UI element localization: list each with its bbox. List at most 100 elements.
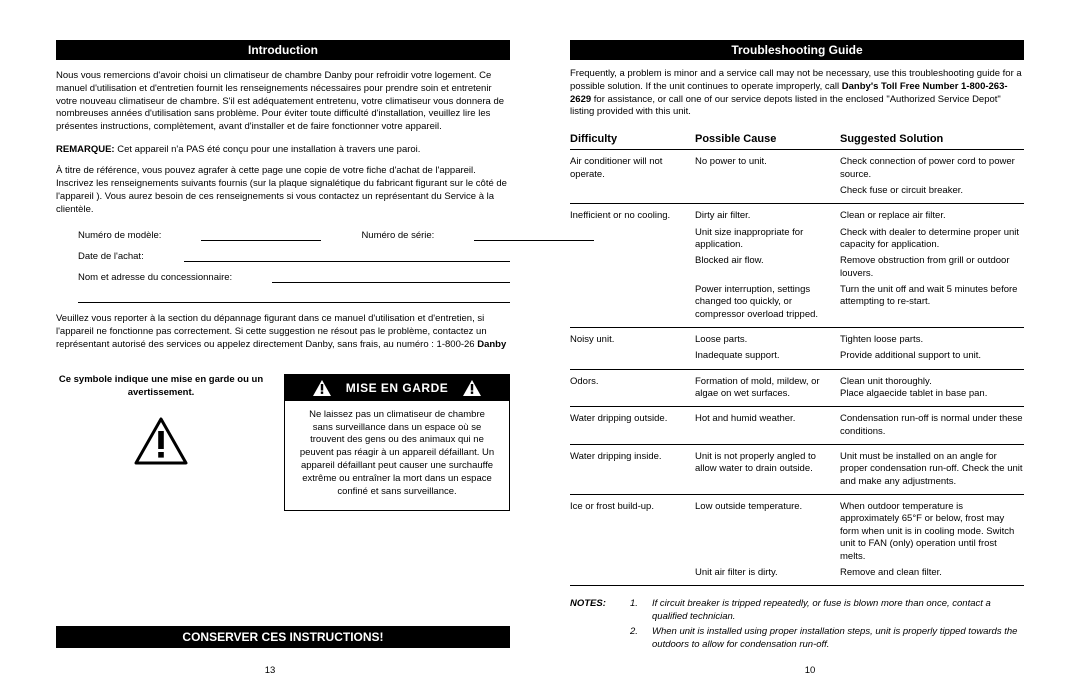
cause-cell: Formation of mold, mildew, or algae on w… bbox=[695, 376, 840, 401]
cause-cell: No power to unit. bbox=[695, 156, 840, 181]
ts-subrow: Blocked air flow.Remove obstruction from… bbox=[695, 255, 1024, 280]
ts-row: Air conditioner will not operate.No powe… bbox=[570, 150, 1024, 204]
introduction-header: Introduction bbox=[56, 40, 510, 60]
ts-subrow: Inadequate support.Provide additional su… bbox=[695, 350, 1024, 362]
difficulty-cell: Water dripping outside. bbox=[570, 413, 695, 438]
cause-cell: Inadequate support. bbox=[695, 350, 840, 362]
warning-row: Ce symbole indique une mise en garde ou … bbox=[56, 374, 510, 512]
solution-cell: When outdoor temperature is approximatel… bbox=[840, 501, 1024, 563]
intro-paragraph: Nous vous remercions d'avoir choisi un c… bbox=[56, 70, 510, 134]
ts-subrow: Unit size inappropriate for application.… bbox=[695, 227, 1024, 252]
ref-row-4 bbox=[78, 293, 510, 303]
cause-cell: Dirty air filter. bbox=[695, 210, 840, 222]
cause-cell: Unit is not properly angled to allow wat… bbox=[695, 451, 840, 488]
remarque-line: REMARQUE: Cet appareil n'a PAS été conçu… bbox=[56, 144, 510, 155]
remarque-text: Cet appareil n'a PAS été conçu pour une … bbox=[117, 144, 420, 155]
ts-subrow: Power interruption, settings changed too… bbox=[695, 284, 1024, 321]
difficulty-cell: Odors. bbox=[570, 376, 695, 401]
ts-subrow: Hot and humid weather.Condensation run-o… bbox=[695, 413, 1024, 438]
reference-fields: Numéro de modèle: Numéro de série: Date … bbox=[78, 230, 510, 303]
date-line bbox=[184, 252, 510, 262]
dealer-label: Nom et adresse du concessionnaire: bbox=[78, 272, 232, 283]
model-label: Numéro de modèle: bbox=[78, 230, 161, 241]
ts-row: Noisy unit.Loose parts.Tighten loose par… bbox=[570, 328, 1024, 370]
note-row-2: 2. When unit is installed using proper i… bbox=[570, 626, 1024, 652]
warning-icon-left bbox=[312, 379, 332, 397]
solution-cell: Turn the unit off and wait 5 minutes bef… bbox=[840, 284, 1024, 321]
solution-cell: Check with dealer to determine proper un… bbox=[840, 227, 1024, 252]
ts-subrow: Dirty air filter.Clean or replace air fi… bbox=[695, 210, 1024, 222]
warning-box: MISE EN GARDE Ne laissez pas un climatis… bbox=[284, 374, 510, 512]
difficulty-cell: Inefficient or no cooling. bbox=[570, 210, 695, 321]
page-number-right: 10 bbox=[540, 665, 1080, 676]
ts-row: Water dripping inside.Unit is not proper… bbox=[570, 445, 1024, 495]
note-num-2: 2. bbox=[630, 626, 642, 652]
solution-cell: Check fuse or circuit breaker. bbox=[840, 185, 1024, 197]
warning-symbol-caption: Ce symbole indique une mise en garde ou … bbox=[56, 374, 266, 400]
ts-row: Inefficient or no cooling.Dirty air filt… bbox=[570, 204, 1024, 328]
difficulty-cell: Noisy unit. bbox=[570, 334, 695, 363]
solution-cell: Check connection of power cord to power … bbox=[840, 156, 1024, 181]
cause-solution-group: Loose parts.Tighten loose parts.Inadequa… bbox=[695, 334, 1024, 363]
model-line bbox=[201, 231, 321, 241]
header-solution: Suggested Solution bbox=[840, 133, 1024, 145]
dealer-line bbox=[272, 273, 510, 283]
brand-name: Danby bbox=[477, 339, 506, 350]
remarque-label: REMARQUE: bbox=[56, 144, 115, 155]
solution-cell: Remove and clean filter. bbox=[840, 567, 1024, 579]
cause-cell: Blocked air flow. bbox=[695, 255, 840, 280]
solution-cell: Tighten loose parts. bbox=[840, 334, 1024, 346]
warning-icon-right bbox=[462, 379, 482, 397]
dealer-line-2 bbox=[78, 293, 510, 303]
header-cause: Possible Cause bbox=[695, 133, 840, 145]
troubleshooting-header: Troubleshooting Guide bbox=[570, 40, 1024, 60]
solution-cell: Condensation run-off is normal under the… bbox=[840, 413, 1024, 438]
cause-solution-group: No power to unit.Check connection of pow… bbox=[695, 156, 1024, 197]
reference-intro: À titre de référence, vous pouvez agrafe… bbox=[56, 165, 510, 216]
ts-subrow: Formation of mold, mildew, or algae on w… bbox=[695, 376, 1024, 401]
warning-triangle-icon bbox=[134, 417, 188, 465]
troubleshooting-table: Air conditioner will not operate.No powe… bbox=[570, 150, 1024, 586]
cause-cell: Power interruption, settings changed too… bbox=[695, 284, 840, 321]
ts-subrow: Check fuse or circuit breaker. bbox=[695, 185, 1024, 197]
ts-column-headers: Difficulty Possible Cause Suggested Solu… bbox=[570, 133, 1024, 150]
cause-solution-group: Dirty air filter.Clean or replace air fi… bbox=[695, 210, 1024, 321]
notes-label-spacer bbox=[570, 626, 620, 652]
cause-solution-group: Unit is not properly angled to allow wat… bbox=[695, 451, 1024, 488]
ts-subrow: Unit air filter is dirty.Remove and clea… bbox=[695, 567, 1024, 579]
cause-solution-group: Hot and humid weather.Condensation run-o… bbox=[695, 413, 1024, 438]
difficulty-cell: Water dripping inside. bbox=[570, 451, 695, 488]
lower-ref-text: Veuillez vous reporter à la section du d… bbox=[56, 313, 487, 350]
notes-section: NOTES: 1. If circuit breaker is tripped … bbox=[570, 598, 1024, 651]
notes-label: NOTES: bbox=[570, 598, 620, 624]
cause-solution-group: Formation of mold, mildew, or algae on w… bbox=[695, 376, 1024, 401]
warning-left: Ce symbole indique une mise en garde ou … bbox=[56, 374, 266, 512]
cause-cell: Hot and humid weather. bbox=[695, 413, 840, 438]
serial-label: Numéro de série: bbox=[361, 230, 434, 241]
solution-cell: Remove obstruction from grill or outdoor… bbox=[840, 255, 1024, 280]
note-row-1: NOTES: 1. If circuit breaker is tripped … bbox=[570, 598, 1024, 624]
note-text-1: If circuit breaker is tripped repeatedly… bbox=[652, 598, 1024, 624]
troubleshooting-intro: Frequently, a problem is minor and a ser… bbox=[570, 68, 1024, 119]
lower-reference: Veuillez vous reporter à la section du d… bbox=[56, 313, 510, 351]
cause-cell: Unit size inappropriate for application. bbox=[695, 227, 840, 252]
ts-intro-b: for assistance, or call one of our servi… bbox=[570, 94, 1001, 118]
solution-cell: Unit must be installed on an angle for p… bbox=[840, 451, 1024, 488]
warning-header-text: MISE EN GARDE bbox=[346, 381, 449, 395]
cause-cell: Low outside temperature. bbox=[695, 501, 840, 563]
cause-cell: Loose parts. bbox=[695, 334, 840, 346]
cause-solution-group: Low outside temperature.When outdoor tem… bbox=[695, 501, 1024, 579]
solution-cell: Clean unit thoroughly. Place algaecide t… bbox=[840, 376, 1024, 401]
ts-row: Ice or frost build-up.Low outside temper… bbox=[570, 495, 1024, 586]
note-num-1: 1. bbox=[630, 598, 642, 624]
ref-row-3: Nom et adresse du concessionnaire: bbox=[78, 272, 510, 283]
solution-cell: Clean or replace air filter. bbox=[840, 210, 1024, 222]
header-difficulty: Difficulty bbox=[570, 133, 695, 145]
ts-row: Odors.Formation of mold, mildew, or alga… bbox=[570, 370, 1024, 408]
ts-row: Water dripping outside.Hot and humid wea… bbox=[570, 407, 1024, 445]
difficulty-cell: Air conditioner will not operate. bbox=[570, 156, 695, 197]
ref-row-2: Date de l'achat: bbox=[78, 251, 510, 262]
difficulty-cell: Ice or frost build-up. bbox=[570, 501, 695, 579]
ts-subrow: Low outside temperature.When outdoor tem… bbox=[695, 501, 1024, 563]
warning-box-header: MISE EN GARDE bbox=[285, 375, 509, 401]
